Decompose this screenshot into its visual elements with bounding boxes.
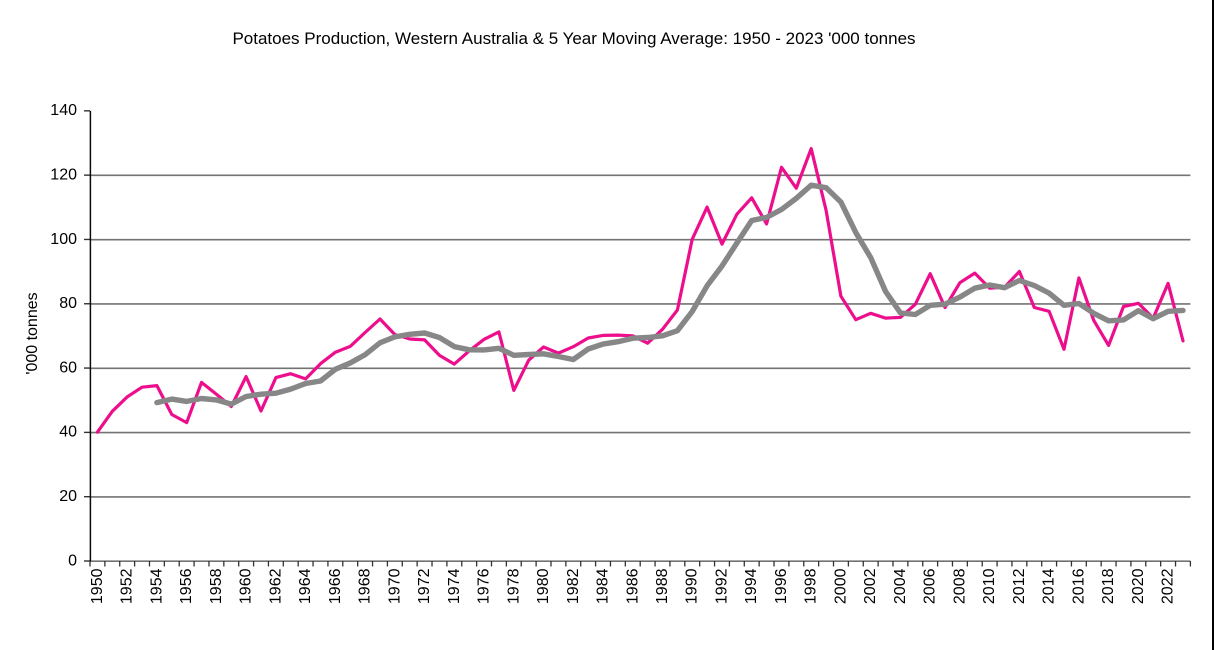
svg-text:120: 120 [50,167,77,184]
svg-text:1992: 1992 [714,568,731,604]
svg-text:2016: 2016 [1070,568,1087,604]
svg-text:1950: 1950 [89,568,106,604]
svg-text:1994: 1994 [743,568,760,604]
svg-text:1958: 1958 [208,568,225,604]
svg-text:20: 20 [59,488,77,505]
svg-text:1980: 1980 [535,568,552,604]
svg-text:2012: 2012 [1011,568,1028,604]
svg-text:1964: 1964 [297,568,314,604]
svg-text:1996: 1996 [773,568,790,604]
svg-text:1952: 1952 [119,568,136,604]
svg-text:1998: 1998 [803,568,820,604]
svg-text:2010: 2010 [981,568,998,604]
svg-text:1986: 1986 [624,568,641,604]
svg-text:1978: 1978 [505,568,522,604]
svg-text:1956: 1956 [178,568,195,604]
svg-text:1988: 1988 [654,568,671,604]
svg-text:1972: 1972 [416,568,433,604]
svg-text:2000: 2000 [832,568,849,604]
svg-text:2022: 2022 [1160,568,1177,604]
svg-text:1962: 1962 [267,568,284,604]
svg-text:80: 80 [59,295,77,312]
svg-text:1976: 1976 [476,568,493,604]
svg-text:140: 140 [50,102,77,119]
svg-text:Potatoes Production, Western A: Potatoes Production, Western Australia &… [232,29,915,48]
svg-text:60: 60 [59,359,77,376]
svg-text:2020: 2020 [1130,568,1147,604]
svg-text:2002: 2002 [862,568,879,604]
svg-text:1968: 1968 [357,568,374,604]
svg-text:1984: 1984 [595,568,612,604]
svg-text:1966: 1966 [327,568,344,604]
svg-text:1974: 1974 [446,568,463,604]
svg-text:40: 40 [59,424,77,441]
svg-text:0: 0 [68,552,77,569]
svg-text:2004: 2004 [892,568,909,604]
svg-text:2018: 2018 [1100,568,1117,604]
svg-text:1960: 1960 [238,568,255,604]
svg-text:1970: 1970 [386,568,403,604]
svg-text:2014: 2014 [1041,568,1058,604]
svg-text:1954: 1954 [148,568,165,604]
svg-text:'000 tonnes: '000 tonnes [24,292,41,374]
svg-text:2008: 2008 [951,568,968,604]
svg-text:1982: 1982 [565,568,582,604]
svg-text:1990: 1990 [684,568,701,604]
svg-text:2006: 2006 [922,568,939,604]
svg-text:100: 100 [50,231,77,248]
